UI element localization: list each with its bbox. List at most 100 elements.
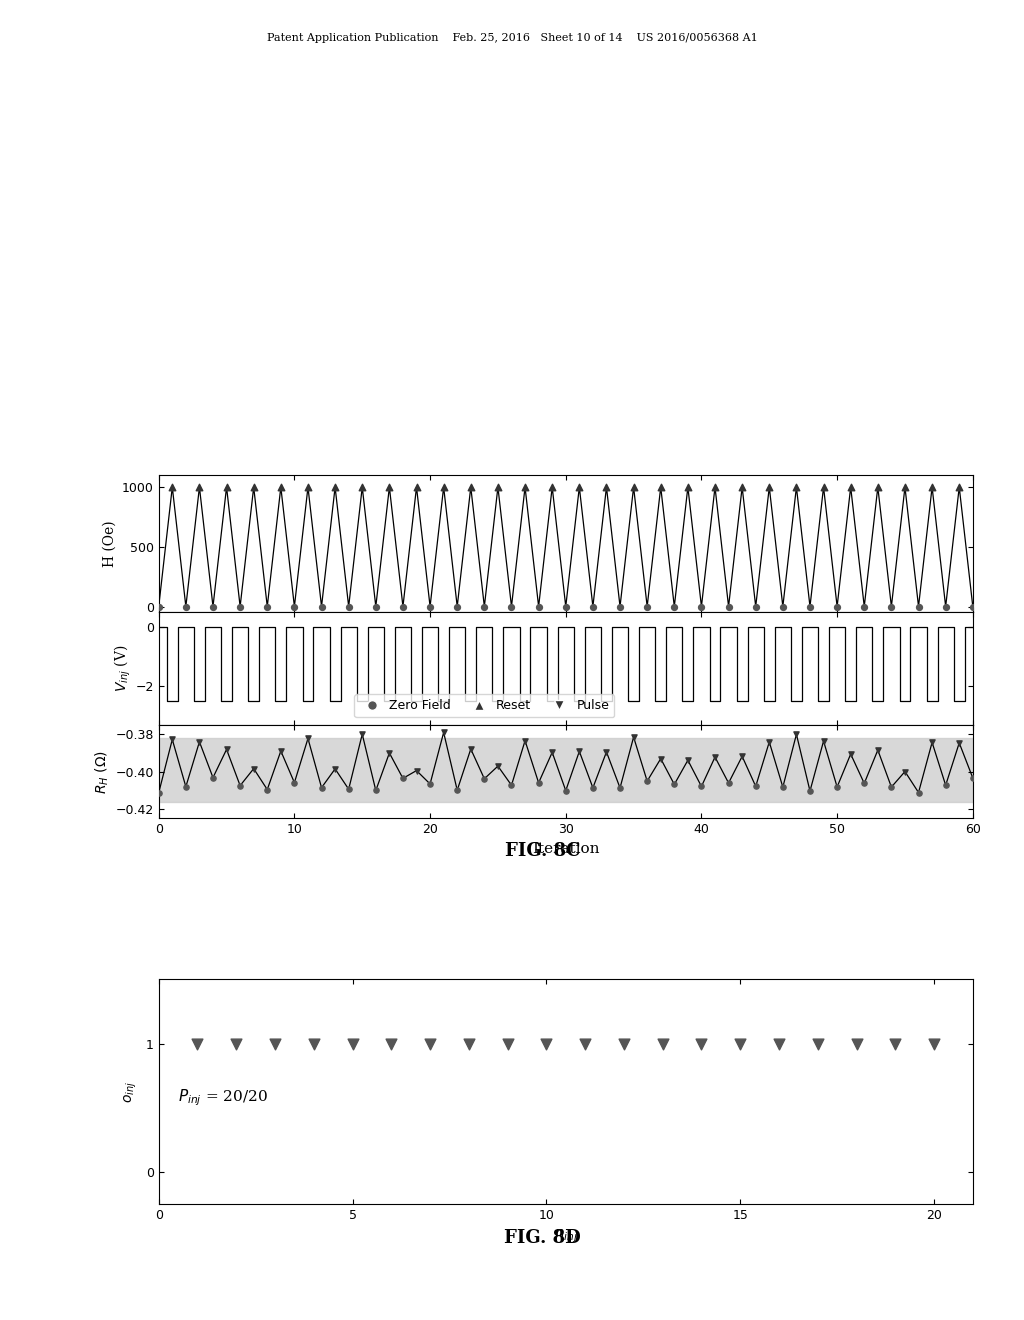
Point — [305, 1034, 322, 1055]
Point — [246, 758, 262, 779]
Point — [267, 1034, 284, 1055]
Point — [720, 595, 736, 616]
Text: FIG. 8C: FIG. 8C — [505, 842, 581, 861]
Point — [164, 477, 180, 498]
Point — [883, 595, 899, 616]
Point — [530, 772, 547, 793]
Y-axis label: H (Oe): H (Oe) — [102, 520, 117, 568]
Point — [259, 779, 275, 800]
Text: FIG. 8D: FIG. 8D — [505, 1229, 581, 1247]
Point — [585, 777, 601, 799]
Point — [883, 776, 899, 797]
Point — [286, 595, 303, 616]
Point — [626, 477, 642, 498]
Point — [585, 595, 601, 616]
Point — [327, 758, 343, 779]
Point — [461, 1034, 477, 1055]
Point — [652, 748, 669, 770]
Point — [368, 780, 384, 801]
Text: Patent Application Publication    Feb. 25, 2016   Sheet 10 of 14    US 2016/0056: Patent Application Publication Feb. 25, … — [266, 33, 758, 44]
Point — [272, 477, 289, 498]
Point — [666, 774, 682, 795]
Point — [231, 595, 248, 616]
Point — [869, 739, 886, 760]
Y-axis label: $o_{inj}$: $o_{inj}$ — [123, 1081, 139, 1102]
Point — [937, 775, 953, 796]
Point — [151, 595, 167, 616]
Point — [639, 771, 655, 792]
Point — [503, 595, 519, 616]
Point — [557, 595, 573, 616]
Point — [810, 1034, 826, 1055]
Point — [164, 729, 180, 750]
Point — [732, 1034, 749, 1055]
Point — [926, 1034, 942, 1055]
Point — [463, 477, 479, 498]
Bar — [159, 738, 973, 801]
Point — [231, 775, 248, 796]
Point — [422, 1034, 438, 1055]
Point — [897, 762, 913, 783]
Point — [344, 1034, 360, 1055]
Point — [544, 742, 560, 763]
Point — [246, 477, 262, 498]
Point — [693, 776, 710, 797]
Point — [476, 768, 493, 789]
Point — [571, 477, 588, 498]
Point — [856, 595, 872, 616]
Point — [489, 755, 506, 776]
Point — [748, 595, 764, 616]
Point — [815, 477, 831, 498]
Point — [707, 477, 723, 498]
Point — [693, 595, 710, 616]
Point — [300, 727, 316, 748]
Point — [313, 777, 330, 799]
Point — [611, 595, 628, 616]
Point — [449, 780, 465, 801]
Point — [530, 595, 547, 616]
Point — [381, 477, 397, 498]
Y-axis label: $R_H\ (\Omega)$: $R_H\ (\Omega)$ — [94, 750, 112, 793]
Point — [856, 772, 872, 793]
Point — [476, 595, 493, 616]
Point — [626, 726, 642, 747]
Point — [693, 1034, 710, 1055]
Point — [734, 746, 751, 767]
Point — [191, 477, 208, 498]
Point — [598, 742, 614, 763]
Point — [409, 760, 425, 781]
Point — [843, 477, 859, 498]
Point — [435, 477, 452, 498]
Point — [910, 595, 927, 616]
Point — [539, 1034, 555, 1055]
Point — [354, 477, 371, 498]
Point — [680, 477, 696, 498]
Point — [887, 1034, 903, 1055]
Point — [598, 477, 614, 498]
Point — [965, 595, 981, 616]
Point — [869, 477, 886, 498]
Point — [178, 595, 195, 616]
Point — [897, 477, 913, 498]
Point — [965, 767, 981, 788]
Point — [218, 739, 234, 760]
X-axis label: $n_{inj}$: $n_{inj}$ — [554, 1228, 578, 1245]
Point — [761, 477, 777, 498]
Point — [707, 747, 723, 768]
Point — [815, 730, 831, 751]
Point — [951, 733, 968, 754]
Point — [639, 595, 655, 616]
Point — [383, 1034, 399, 1055]
Point — [489, 477, 506, 498]
Point — [422, 595, 438, 616]
Point — [409, 477, 425, 498]
Point — [577, 1034, 593, 1055]
Legend: Zero Field, Reset, Pulse: Zero Field, Reset, Pulse — [354, 694, 614, 718]
Point — [828, 595, 845, 616]
Point — [788, 477, 805, 498]
Text: $P_{inj}$ = 20/20: $P_{inj}$ = 20/20 — [178, 1088, 268, 1107]
Point — [394, 768, 411, 789]
Point — [652, 477, 669, 498]
Point — [654, 1034, 671, 1055]
X-axis label: Iteration: Iteration — [532, 842, 599, 855]
